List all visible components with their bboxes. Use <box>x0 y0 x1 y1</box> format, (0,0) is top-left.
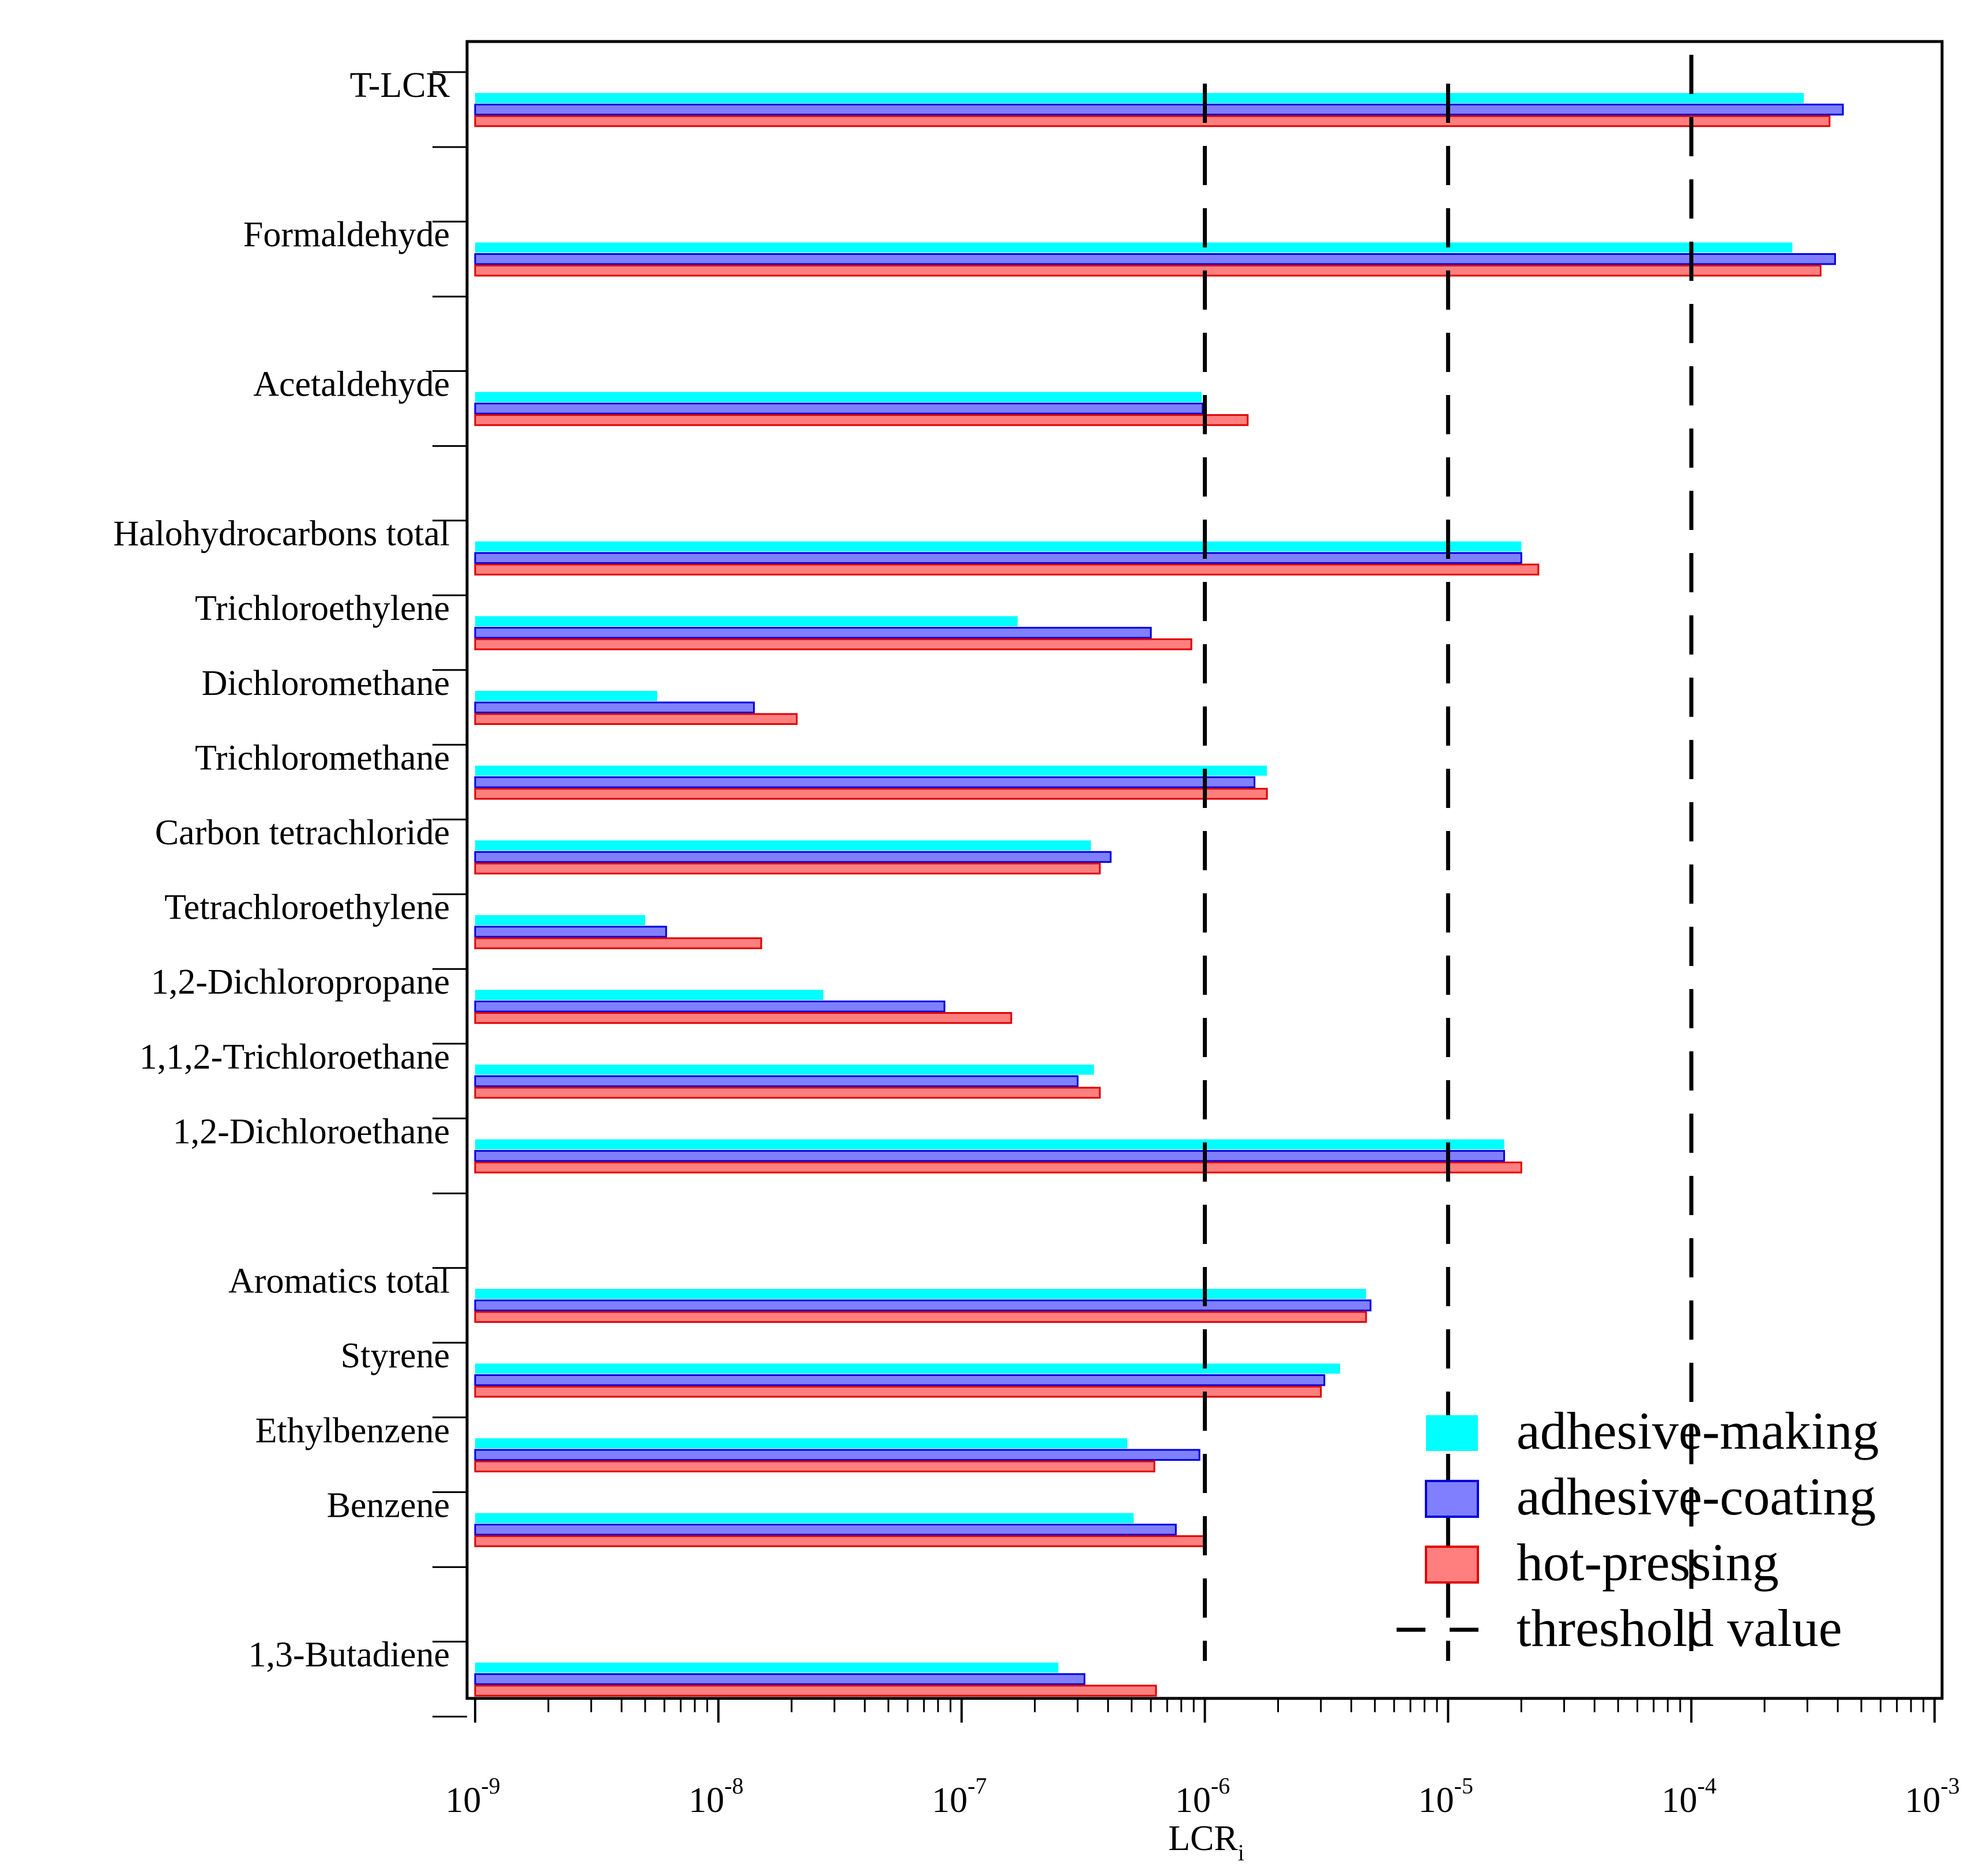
bar-adhesive-making-0 <box>475 93 1804 103</box>
bar-hot-pressing-14 <box>474 1460 1156 1473</box>
bar-hot-pressing-13 <box>474 1385 1322 1398</box>
bar-adhesive-coating-3 <box>474 552 1522 564</box>
category-label: Benzene <box>327 1486 450 1525</box>
bar-hot-pressing-8 <box>474 937 762 949</box>
bar-hot-pressing-11 <box>474 1161 1522 1174</box>
bar-adhesive-coating-16 <box>474 1673 1086 1685</box>
category-label: 1,3-Butadiene <box>248 1636 450 1675</box>
category-label: Styrene <box>341 1336 450 1375</box>
bar-adhesive-making-6 <box>475 765 1267 776</box>
tick-label: 10-6 <box>1175 1773 1230 1820</box>
category-label: Dichloromethane <box>202 664 450 703</box>
legend-swatch-hot-pressing <box>1425 1546 1479 1584</box>
bar-adhesive-making-15 <box>475 1513 1134 1524</box>
category-labels: T-LCR Formaldehyde Acetaldehyde Halohydroca… <box>113 66 450 1675</box>
bar-adhesive-making-11 <box>475 1139 1504 1150</box>
tick-label: 10-8 <box>688 1773 743 1820</box>
bar-hot-pressing-10 <box>474 1086 1101 1099</box>
bar-adhesive-making-14 <box>475 1438 1128 1449</box>
bar-adhesive-coating-0 <box>474 103 1844 116</box>
category-label: Aromatics total <box>228 1262 450 1301</box>
bar-hot-pressing-4 <box>474 638 1192 651</box>
bar-hot-pressing-3 <box>474 563 1540 576</box>
category-label: Trichloromethane <box>195 738 450 777</box>
bar-adhesive-coating-4 <box>474 626 1152 639</box>
legend-swatch-adhesive-making <box>1426 1415 1478 1451</box>
bar-adhesive-coating-7 <box>474 851 1112 863</box>
bar-adhesive-making-2 <box>475 392 1202 403</box>
x-axis: 10-9 10-8 10-7 10-6 10-5 10-4 10-3 <box>445 1698 1960 1820</box>
bar-hot-pressing-9 <box>474 1012 1013 1024</box>
category-label: Acetaldehyde <box>253 364 450 404</box>
bar-adhesive-coating-5 <box>474 701 755 714</box>
bar-adhesive-coating-9 <box>474 1000 946 1013</box>
tick-label: 10-7 <box>932 1773 987 1820</box>
bar-hot-pressing-2 <box>474 414 1249 426</box>
axis-title-text: LCRi <box>1168 1819 1244 1866</box>
category-label: Ethylbenzene <box>255 1411 450 1450</box>
legend-label: hot-pressing <box>1517 1533 1779 1592</box>
category-label: Trichloroethylene <box>195 589 450 628</box>
bar-hot-pressing-6 <box>474 788 1268 800</box>
legend-label: adhesive-coating <box>1517 1467 1876 1526</box>
category-label: 1,2-Dichloropropane <box>151 963 450 1002</box>
category-label: Formaldehyde <box>243 215 450 254</box>
bar-hot-pressing-12 <box>474 1311 1367 1323</box>
bar-adhesive-making-13 <box>475 1363 1341 1374</box>
bar-adhesive-coating-6 <box>474 776 1256 788</box>
bar-adhesive-making-12 <box>475 1288 1367 1299</box>
bar-adhesive-making-8 <box>475 915 645 926</box>
bar-adhesive-making-4 <box>475 616 1018 626</box>
bar-adhesive-coating-10 <box>474 1075 1079 1088</box>
bar-hot-pressing-1 <box>474 264 1822 277</box>
bar-adhesive-coating-11 <box>474 1150 1506 1162</box>
legend-label: adhesive-making <box>1517 1401 1879 1460</box>
x-axis-title: LCRi <box>1168 1819 1244 1866</box>
bar-adhesive-making-16 <box>475 1662 1059 1673</box>
category-label: 1,2-Dichloroethane <box>173 1112 450 1151</box>
bar-adhesive-coating-13 <box>474 1374 1326 1386</box>
legend-swatch-adhesive-coating <box>1425 1480 1479 1518</box>
bar-adhesive-coating-2 <box>474 403 1204 415</box>
bar-adhesive-making-5 <box>475 691 657 701</box>
category-label: Halohydrocarbons total <box>113 514 450 554</box>
legend: adhesive-making adhesive-coating hot-press… <box>1397 1401 1879 1657</box>
bar-adhesive-coating-15 <box>474 1524 1177 1536</box>
bar-adhesive-making-7 <box>475 840 1091 851</box>
bar-adhesive-making-1 <box>475 242 1793 253</box>
category-label: T-LCR <box>350 66 450 105</box>
bar-adhesive-coating-12 <box>474 1299 1372 1311</box>
bar-hot-pressing-15 <box>474 1535 1206 1547</box>
bar-hot-pressing-7 <box>474 862 1101 875</box>
bar-hot-pressing-16 <box>474 1685 1157 1697</box>
bar-adhesive-coating-8 <box>474 926 667 938</box>
bar-adhesive-making-9 <box>475 990 823 1000</box>
tick-label: 10-5 <box>1418 1773 1473 1820</box>
category-label: Tetrachloroethylene <box>164 888 450 927</box>
bar-adhesive-coating-14 <box>474 1449 1201 1461</box>
bars-layer <box>474 93 1844 1697</box>
tick-label: 10-3 <box>1905 1773 1959 1820</box>
bar-hot-pressing-0 <box>474 115 1831 127</box>
tick-label: 10-9 <box>445 1773 500 1820</box>
bar-adhesive-making-10 <box>475 1065 1094 1075</box>
threshold-lines <box>1203 55 1694 1661</box>
legend-label: threshold value <box>1517 1599 1842 1657</box>
category-label: 1,1,2-Trichloroethane <box>140 1037 450 1077</box>
bar-adhesive-coating-1 <box>474 253 1836 265</box>
tick-label: 10-4 <box>1662 1773 1717 1820</box>
bar-adhesive-making-3 <box>475 541 1522 552</box>
bar-hot-pressing-5 <box>474 713 798 725</box>
category-label: Carbon tetrachloride <box>155 813 450 852</box>
